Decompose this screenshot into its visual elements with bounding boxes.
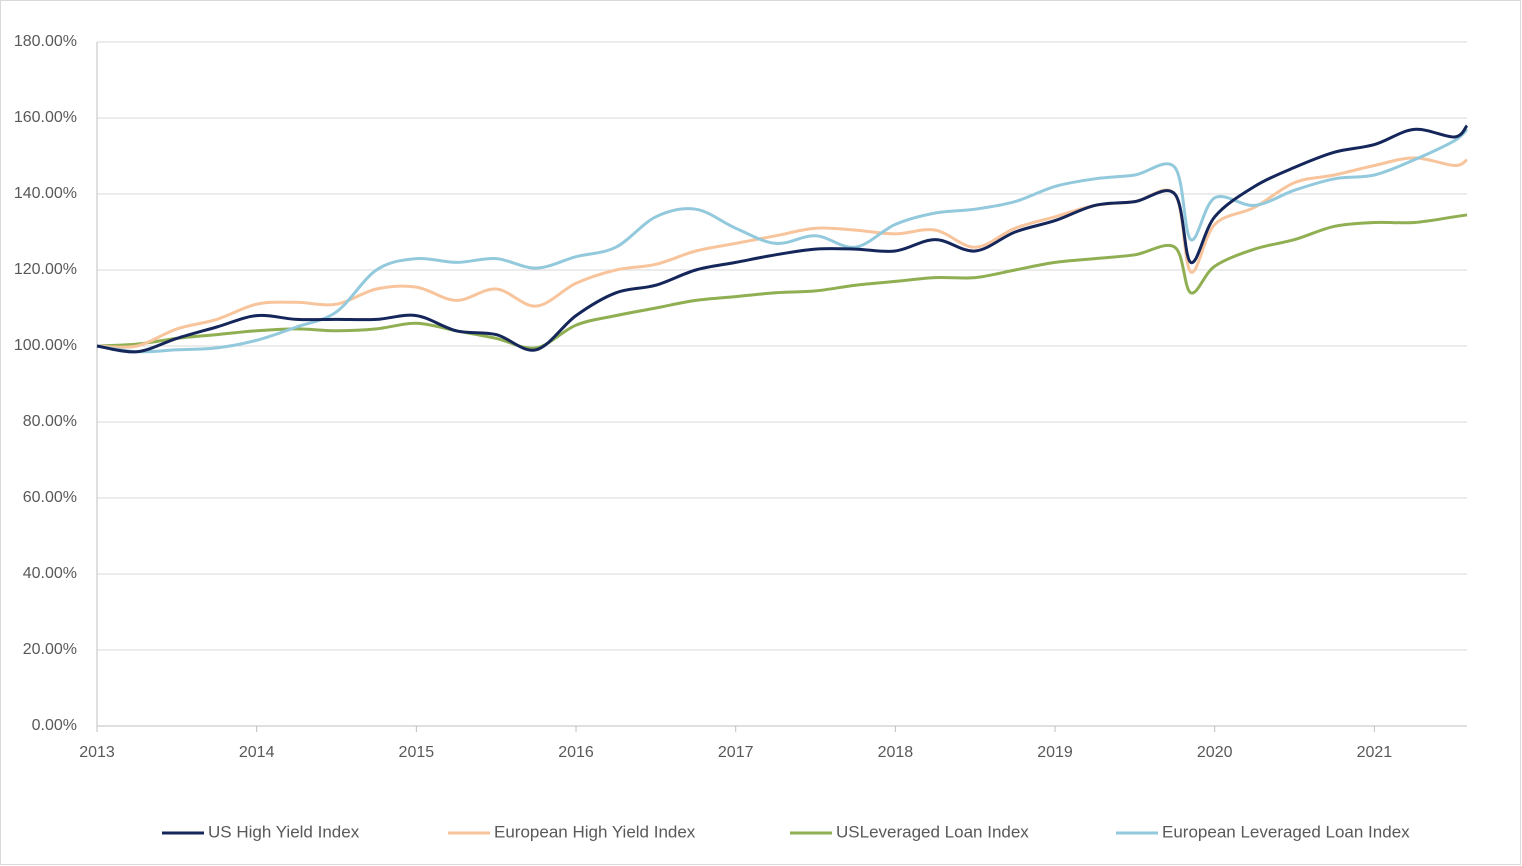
y-tick-label: 140.00% — [14, 185, 77, 202]
y-tick-label: 80.00% — [23, 413, 77, 430]
series-line — [96, 128, 1469, 354]
legend-label: US High Yield Index — [208, 822, 360, 841]
x-tick-label: 2021 — [1357, 744, 1393, 761]
x-tick-label: 2014 — [239, 744, 275, 761]
legend-label: USLeveraged Loan Index — [836, 822, 1029, 841]
x-tick-label: 2017 — [718, 744, 754, 761]
y-tick-label: 40.00% — [23, 565, 77, 582]
x-tick-label: 2013 — [79, 744, 115, 761]
x-tick-label: 2019 — [1037, 744, 1073, 761]
y-tick-label: 120.00% — [14, 261, 77, 278]
y-tick-label: 160.00% — [14, 109, 77, 126]
x-tick-label: 2020 — [1197, 744, 1233, 761]
y-tick-label: 100.00% — [14, 337, 77, 354]
y-tick-label: 60.00% — [23, 489, 77, 506]
series-line — [96, 156, 1468, 349]
x-tick-label: 2016 — [558, 744, 594, 761]
series-line — [96, 213, 1468, 350]
y-tick-label: 180.00% — [14, 33, 77, 50]
legend-label: European Leveraged Loan Index — [1162, 822, 1410, 841]
y-tick-label: 0.00% — [32, 717, 77, 734]
series-line — [96, 124, 1469, 354]
x-tick-label: 2015 — [399, 744, 435, 761]
y-tick-label: 20.00% — [23, 641, 77, 658]
legend-label: European High Yield Index — [494, 822, 696, 841]
x-tick-label: 2018 — [878, 744, 914, 761]
